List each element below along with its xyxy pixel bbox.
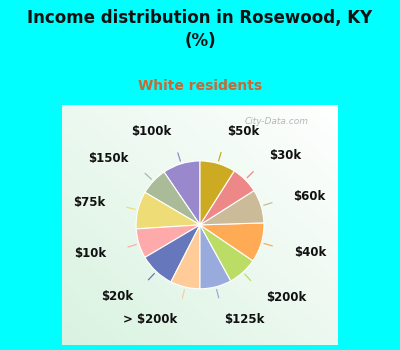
Wedge shape: [200, 223, 264, 261]
Text: $50k: $50k: [227, 125, 260, 138]
Text: $30k: $30k: [269, 149, 301, 162]
Text: $100k: $100k: [131, 125, 171, 138]
Text: Income distribution in Rosewood, KY
(%): Income distribution in Rosewood, KY (%): [27, 9, 373, 49]
Text: City-Data.com: City-Data.com: [245, 117, 309, 126]
Text: $150k: $150k: [88, 152, 129, 164]
Wedge shape: [200, 161, 234, 225]
Wedge shape: [136, 225, 200, 257]
Text: $10k: $10k: [74, 247, 107, 260]
Text: $200k: $200k: [266, 290, 306, 303]
Wedge shape: [200, 171, 254, 225]
Wedge shape: [200, 225, 253, 281]
Wedge shape: [171, 225, 200, 289]
Text: $60k: $60k: [293, 190, 326, 203]
Wedge shape: [145, 225, 200, 282]
Wedge shape: [136, 193, 200, 229]
Wedge shape: [200, 225, 231, 289]
Text: > $200k: > $200k: [123, 313, 177, 326]
Text: $40k: $40k: [294, 246, 326, 259]
Wedge shape: [200, 191, 264, 225]
Text: $20k: $20k: [101, 289, 133, 303]
Text: $125k: $125k: [224, 313, 265, 326]
Wedge shape: [164, 161, 200, 225]
Wedge shape: [145, 172, 200, 225]
Text: $75k: $75k: [73, 196, 105, 209]
Text: White residents: White residents: [138, 79, 262, 93]
